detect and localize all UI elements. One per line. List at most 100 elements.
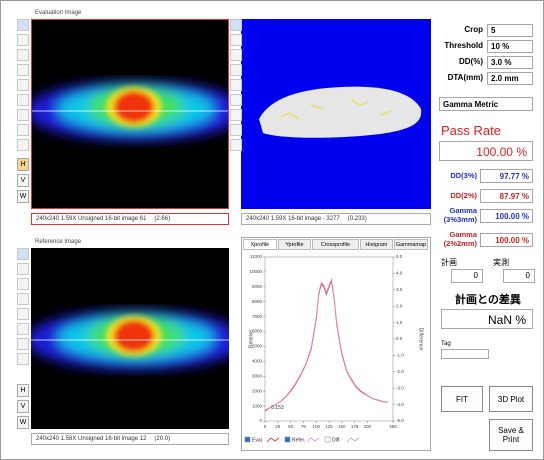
- tool-button[interactable]: [17, 19, 29, 31]
- tool-button[interactable]: [230, 64, 242, 76]
- chart-tab[interactable]: Histgram: [360, 239, 394, 250]
- tool-button[interactable]: [17, 323, 29, 335]
- tool-button[interactable]: [230, 19, 242, 31]
- chart-tab[interactable]: Xprofile: [243, 239, 277, 250]
- y-tick-label: 11000: [250, 254, 263, 259]
- view-button[interactable]: V: [17, 174, 29, 187]
- tool-button[interactable]: [230, 94, 242, 106]
- tool-button[interactable]: [17, 293, 29, 305]
- action-button[interactable]: Save & Print: [489, 419, 533, 451]
- y2-tick-label: 5.0: [396, 254, 403, 259]
- tool-button[interactable]: [230, 124, 242, 136]
- x-tick-label: 200: [364, 424, 372, 429]
- tool-button[interactable]: [17, 124, 29, 136]
- chart-tab[interactable]: Crossprofile: [312, 239, 358, 250]
- x-tick-label: 25: [275, 424, 281, 429]
- tool-button[interactable]: [17, 34, 29, 46]
- tool-button[interactable]: [17, 248, 29, 260]
- setting-label: Threshold: [421, 41, 483, 50]
- x-tick-label: 50: [288, 424, 294, 429]
- setting-label: DD(%): [421, 57, 483, 66]
- x-tick-label: 175: [351, 424, 359, 429]
- x-tick-label: 250: [389, 424, 397, 429]
- legend-label: Eval.: [252, 437, 263, 443]
- tool-button[interactable]: [17, 79, 29, 91]
- status-bar: 240x240 1.58X Unsigned 16-bit image 12(2…: [31, 433, 229, 445]
- tool-button[interactable]: [17, 94, 29, 106]
- x-tick-label: 100: [312, 424, 320, 429]
- view-button[interactable]: W: [17, 190, 29, 203]
- app-window: 0100020003000400050006000700080009000100…: [0, 0, 544, 460]
- tool-button[interactable]: [17, 139, 29, 151]
- tool-button[interactable]: [17, 278, 29, 290]
- legend-swatch: [307, 438, 319, 442]
- y-tick-label: 0: [259, 418, 262, 423]
- chart-tab[interactable]: Gammamap: [394, 239, 428, 250]
- tool-button[interactable]: [230, 34, 242, 46]
- status-value: (2.66): [154, 216, 170, 222]
- legend-swatch: [267, 438, 279, 442]
- y2-tick-label: -5.0: [396, 418, 404, 423]
- legend-label: Diff.: [332, 437, 341, 443]
- result-label: (3%3mm): [421, 215, 477, 224]
- tag-label: Tag: [441, 341, 451, 347]
- metric-dropdown[interactable]: Gamma Metric: [439, 97, 533, 111]
- offset-input[interactable]: 0: [451, 269, 483, 283]
- tool-button[interactable]: [17, 64, 29, 76]
- tool-button[interactable]: [17, 338, 29, 350]
- setting-label: DTA(mm): [421, 73, 483, 82]
- result-value: 100.00 %: [480, 209, 533, 223]
- result-label: DD(2%): [421, 191, 477, 200]
- x-tick-label: 0: [264, 424, 267, 429]
- setting-input[interactable]: 10 %: [487, 40, 533, 53]
- x-tick-label: 125: [325, 424, 333, 429]
- status-value: (20.0): [154, 436, 170, 442]
- status-value: (0.233): [348, 216, 367, 222]
- pass-rate-value: 100.00 %: [439, 141, 533, 161]
- result-label: (2%2mm): [421, 239, 477, 248]
- y2-tick-label: 2.0: [396, 303, 403, 308]
- result-value: 87.97 %: [480, 189, 533, 203]
- panel-title: Evaluation Image: [35, 10, 81, 16]
- view-button[interactable]: W: [17, 416, 29, 429]
- result-label: Gamma: [421, 230, 477, 239]
- legend-checkbox: [245, 437, 250, 442]
- view-button[interactable]: H: [17, 158, 29, 171]
- x-tick-label: 150: [338, 424, 346, 429]
- pass-rate-title: Pass Rate: [441, 123, 501, 138]
- result-value: 97.77 %: [480, 169, 533, 183]
- y-tick-label: 2000: [252, 388, 263, 393]
- tag-input[interactable]: [441, 349, 489, 359]
- y2-tick-label: 1.0: [396, 320, 403, 325]
- offset-input[interactable]: 0: [503, 269, 535, 283]
- tool-button[interactable]: [17, 109, 29, 121]
- setting-input[interactable]: 5: [487, 24, 533, 37]
- result-value: 100.00 %: [480, 233, 533, 247]
- setting-input[interactable]: 2.0 mm: [487, 72, 533, 85]
- action-button[interactable]: FIT: [441, 386, 483, 412]
- panel-title: Reference Image: [35, 239, 81, 245]
- tool-button[interactable]: [230, 79, 242, 91]
- tool-button[interactable]: [17, 308, 29, 320]
- action-button[interactable]: 3D Plot: [489, 386, 533, 412]
- tool-button[interactable]: [230, 49, 242, 61]
- legend-checkbox: [285, 437, 290, 442]
- legend-label: Refer.: [292, 437, 305, 443]
- tool-button[interactable]: [17, 263, 29, 275]
- offset-label: 実測: [493, 257, 509, 268]
- status-text: 240x240 1.59X 16-bit image · 3277: [246, 216, 340, 222]
- y-tick-label: 10000: [249, 269, 262, 274]
- tool-button[interactable]: [17, 353, 29, 365]
- setting-input[interactable]: 3.0 %: [487, 56, 533, 69]
- tool-button[interactable]: [230, 139, 242, 151]
- chart-tab[interactable]: Yprofile: [278, 239, 312, 250]
- tool-button[interactable]: [17, 49, 29, 61]
- y-tick-label: 9000: [252, 284, 263, 289]
- difference-title: 計画との差異: [441, 291, 535, 307]
- view-button[interactable]: V: [17, 400, 29, 413]
- y-tick-label: 8000: [252, 299, 263, 304]
- tool-button[interactable]: [230, 109, 242, 121]
- view-button[interactable]: H: [17, 384, 29, 397]
- offset-label: 計画: [441, 257, 457, 268]
- y2-tick-label: -1.0: [396, 353, 404, 358]
